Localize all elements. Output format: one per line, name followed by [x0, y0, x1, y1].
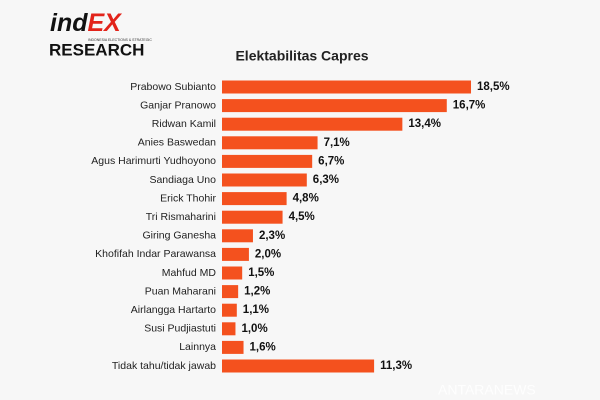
category-label: Tri Rismaharini — [146, 211, 216, 223]
bar — [222, 173, 307, 187]
bar — [222, 154, 313, 168]
logo-brand: indEX — [50, 9, 122, 37]
value-label: 7,1% — [324, 137, 350, 149]
bar — [222, 229, 253, 243]
value-label: 2,0% — [255, 248, 281, 260]
category-label: Erick Thohir — [160, 192, 216, 204]
category-label: Ridwan Kamil — [152, 118, 216, 130]
value-label: 1,6% — [250, 341, 276, 353]
value-label: 16,7% — [453, 100, 486, 112]
logo-name: RESEARCH — [49, 40, 144, 59]
value-label: 2,3% — [259, 230, 285, 242]
value-label: 1,0% — [241, 323, 267, 335]
value-label: 6,3% — [313, 174, 339, 186]
bar — [222, 136, 318, 150]
value-label: 18,5% — [477, 81, 510, 93]
category-label: Lainnya — [179, 341, 216, 353]
category-label: Tidak tahu/tidak jawab — [112, 360, 216, 372]
bar — [222, 359, 375, 373]
category-label: Giring Ganesha — [142, 230, 216, 242]
logo-brand-end: EX — [88, 9, 123, 37]
category-label: Sandiaga Uno — [149, 174, 216, 186]
category-label: Airlangga Hartarto — [131, 304, 216, 316]
value-label: 1,1% — [243, 304, 269, 316]
category-label: Prabowo Subianto — [130, 81, 216, 93]
value-label: 11,3% — [380, 360, 412, 372]
bar — [222, 247, 249, 261]
value-label: 4,8% — [293, 193, 319, 205]
chart-title: Elektabilitas Capres — [235, 48, 368, 64]
category-label: Ganjar Pranowo — [140, 99, 216, 111]
logo-tagline: INDONESIA ELECTIONS & STRATEGIC — [88, 38, 152, 42]
value-label: 1,5% — [248, 267, 274, 279]
value-label: 4,5% — [289, 211, 315, 223]
watermark: ANTARANEWS — [438, 382, 536, 398]
bar — [222, 340, 244, 354]
bar — [222, 210, 283, 224]
bar — [222, 322, 236, 336]
category-label: Khofifah Indar Parawansa — [95, 248, 216, 260]
value-label: 6,7% — [318, 155, 344, 167]
bar — [222, 192, 287, 206]
bar — [222, 285, 239, 299]
value-label: 1,2% — [244, 286, 270, 298]
category-label: Anies Baswedan — [138, 137, 216, 149]
logo-brand-start: ind — [50, 9, 88, 37]
value-label: 13,4% — [408, 118, 441, 130]
category-label: Puan Maharani — [145, 285, 216, 297]
category-label: Mahfud MD — [162, 267, 217, 279]
category-label: Agus Harimurti Yudhoyono — [91, 155, 216, 167]
bar — [222, 266, 243, 280]
bar — [222, 80, 472, 94]
bar — [222, 303, 237, 317]
bar — [222, 99, 447, 113]
category-label: Susi Pudjiastuti — [144, 323, 216, 335]
bar — [222, 117, 403, 131]
